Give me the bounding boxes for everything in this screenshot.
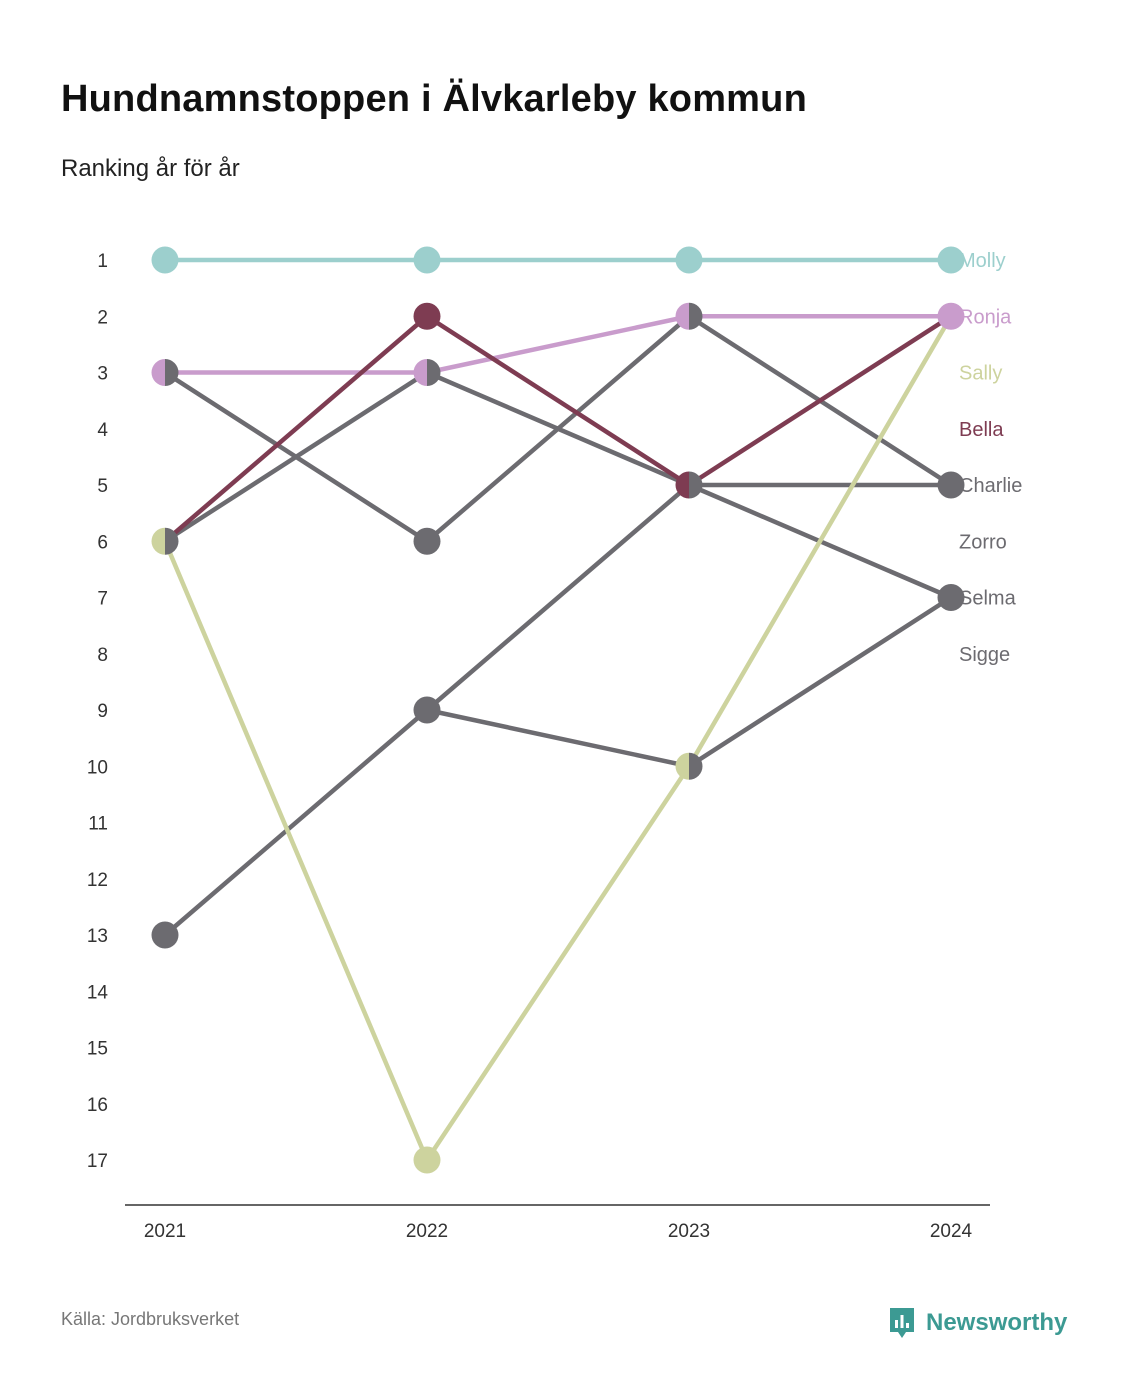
chart-title: Hundnamnstoppen i Älvkarleby kommun <box>61 78 807 120</box>
series-markers <box>151 246 965 1174</box>
point-marker-ronja-zorro <box>675 302 689 330</box>
series-lines <box>162 257 953 1163</box>
point-marker-ronja-charlie <box>413 359 427 386</box>
y-tick-label: 12 <box>87 870 108 891</box>
series-label-ronja: Ronja <box>959 306 1012 328</box>
point-marker-sally-bella-charlie <box>151 527 165 555</box>
series-label-zorro: Zorro <box>959 531 1007 553</box>
x-tick-label: 2021 <box>144 1221 186 1242</box>
point-marker-molly <box>151 246 179 274</box>
y-tick-label: 2 <box>97 307 108 328</box>
y-tick-label: 14 <box>87 982 109 1003</box>
x-tick-label: 2022 <box>406 1221 448 1242</box>
point-marker-bella <box>413 302 441 330</box>
point-marker-charlie-zorro <box>937 471 965 499</box>
newsworthy-logo-icon <box>890 1308 914 1338</box>
series-line-sigge <box>426 595 953 769</box>
series-label-bella: Bella <box>959 419 1004 441</box>
series-line-sally <box>162 315 953 1163</box>
series-line-zorro <box>163 314 953 544</box>
point-marker-sally-bella-charlie <box>165 527 179 555</box>
point-marker-molly <box>413 246 441 274</box>
series-label-molly: Molly <box>959 250 1006 272</box>
point-marker-selma-sigge <box>413 696 441 724</box>
point-marker-ronja-sally-bella <box>937 302 965 330</box>
y-tick-label: 15 <box>87 1039 108 1060</box>
y-tick-label: 1 <box>97 251 108 272</box>
point-marker-sally <box>413 1146 441 1174</box>
y-tick-label: 6 <box>97 532 108 553</box>
point-marker-zorro <box>413 527 441 555</box>
y-tick-label: 5 <box>97 476 108 497</box>
y-tick-label: 17 <box>87 1151 108 1172</box>
y-tick-label: 3 <box>97 364 108 385</box>
point-marker-ronja-zorro <box>151 359 165 386</box>
series-labels: Molly Ronja Sally Bella Charlie Zorro Selma Sig… <box>959 250 1022 666</box>
point-marker-selma-sigge <box>937 584 965 611</box>
point-marker-ronja-zorro <box>165 359 179 386</box>
y-tick-label: 11 <box>88 814 108 835</box>
series-label-sally: Sally <box>959 363 1002 385</box>
x-tick-label: 2024 <box>930 1221 973 1242</box>
source-note: Källa: Jordbruksverket <box>61 1309 240 1329</box>
point-marker-sally-sigge <box>689 752 703 780</box>
point-marker-ronja-charlie <box>427 359 441 386</box>
chart-subtitle: Ranking år för år <box>61 155 240 182</box>
point-marker-ronja-zorro <box>689 302 703 330</box>
brand-name: Newsworthy <box>926 1309 1068 1336</box>
y-tick-label: 9 <box>97 701 108 722</box>
point-marker-molly <box>675 246 703 274</box>
y-tick-label: 4 <box>97 420 108 441</box>
series-line-selma <box>163 482 952 937</box>
y-tick-label: 7 <box>97 589 108 610</box>
series-line-bella <box>163 314 953 543</box>
y-tick-label: 8 <box>97 645 108 666</box>
point-marker-bella-charlie-selma <box>689 471 703 499</box>
y-tick-label: 16 <box>87 1095 108 1116</box>
point-marker-selma <box>151 921 179 949</box>
x-tick-label: 2023 <box>668 1221 710 1242</box>
newsworthy-brand[interactable]: Newsworthy <box>888 1303 1067 1343</box>
y-tick-label: 10 <box>87 757 108 778</box>
point-marker-molly <box>937 246 965 274</box>
x-axis-ticks: 2021 2022 2023 2024 <box>144 1221 973 1242</box>
point-marker-sally-sigge <box>675 752 689 780</box>
series-label-charlie: Charlie <box>959 475 1022 497</box>
series-line-ronja <box>165 314 951 375</box>
point-marker-bella-charlie-selma <box>675 471 689 499</box>
series-label-sigge: Sigge <box>959 644 1010 666</box>
series-label-selma: Selma <box>959 588 1017 610</box>
y-tick-label: 13 <box>87 926 108 947</box>
